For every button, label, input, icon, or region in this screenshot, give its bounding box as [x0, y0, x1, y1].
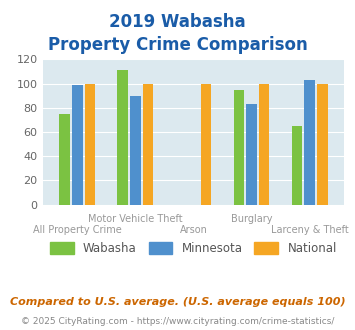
Text: Property Crime Comparison: Property Crime Comparison	[48, 36, 307, 54]
Bar	[85, 83, 95, 205]
Bar	[317, 83, 328, 205]
Bar	[304, 80, 315, 205]
Bar	[59, 114, 70, 205]
Text: Compared to U.S. average. (U.S. average equals 100): Compared to U.S. average. (U.S. average …	[10, 297, 345, 307]
Text: © 2025 CityRating.com - https://www.cityrating.com/crime-statistics/: © 2025 CityRating.com - https://www.city…	[21, 317, 334, 326]
Text: Motor Vehicle Theft: Motor Vehicle Theft	[88, 214, 183, 224]
Text: Larceny & Theft: Larceny & Theft	[271, 225, 348, 235]
Bar	[72, 85, 83, 205]
Text: 2019 Wabasha: 2019 Wabasha	[109, 13, 246, 31]
Bar	[246, 104, 257, 205]
Bar	[291, 126, 302, 205]
Bar	[118, 70, 128, 205]
Bar	[234, 90, 244, 205]
Legend: Wabasha, Minnesota, National: Wabasha, Minnesota, National	[45, 237, 342, 260]
Bar	[259, 83, 269, 205]
Bar	[143, 83, 153, 205]
Bar	[130, 96, 141, 205]
Text: Arson: Arson	[180, 225, 207, 235]
Text: Burglary: Burglary	[231, 214, 272, 224]
Text: All Property Crime: All Property Crime	[33, 225, 122, 235]
Bar	[201, 83, 212, 205]
